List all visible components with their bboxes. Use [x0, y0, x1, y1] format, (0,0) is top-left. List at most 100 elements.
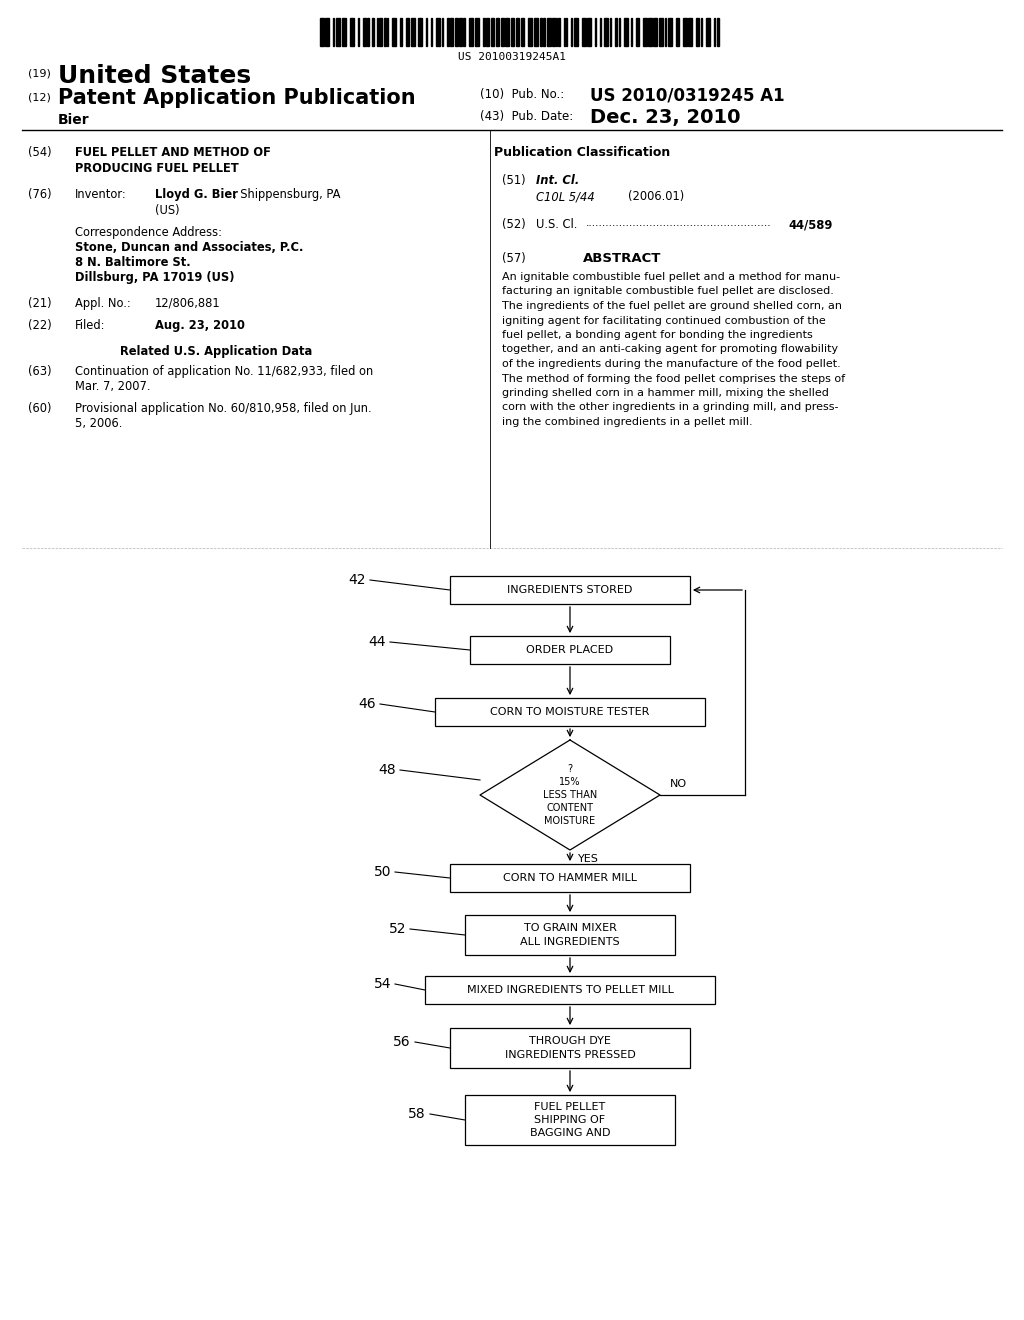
Bar [642, 18, 646, 46]
Bar [717, 18, 719, 46]
Text: (76): (76) [28, 187, 51, 201]
Text: 52: 52 [388, 921, 406, 936]
Bar [502, 18, 504, 46]
Bar [412, 18, 416, 46]
FancyBboxPatch shape [450, 865, 690, 892]
Text: (21): (21) [28, 297, 51, 310]
Bar [436, 18, 440, 46]
Text: (12): (12) [28, 92, 51, 102]
Bar [582, 18, 586, 46]
Bar [384, 18, 386, 46]
Text: LESS THAN: LESS THAN [543, 789, 597, 800]
Text: CONTENT: CONTENT [547, 803, 594, 813]
Text: Int. Cl.: Int. Cl. [536, 174, 580, 187]
Text: SHIPPING OF: SHIPPING OF [535, 1115, 605, 1125]
Text: INGREDIENTS PRESSED: INGREDIENTS PRESSED [505, 1051, 635, 1060]
Text: igniting agent for facilitating continued combustion of the: igniting agent for facilitating continue… [502, 315, 825, 326]
Bar [380, 18, 382, 46]
Text: THROUGH DYE: THROUGH DYE [529, 1036, 611, 1045]
Text: (60): (60) [28, 403, 51, 414]
Text: Appl. No.:: Appl. No.: [75, 297, 131, 310]
Bar [615, 18, 616, 46]
Bar [714, 18, 716, 46]
Bar [556, 18, 557, 46]
Bar [367, 18, 370, 46]
Text: Stone, Duncan and Associates, P.C.: Stone, Duncan and Associates, P.C. [75, 242, 303, 253]
Text: Dec. 23, 2010: Dec. 23, 2010 [590, 108, 740, 127]
Bar [451, 18, 453, 46]
Text: PRODUCING FUEL PELLET: PRODUCING FUEL PELLET [75, 162, 239, 176]
Text: 12/806,881: 12/806,881 [155, 297, 220, 310]
Bar [459, 18, 462, 46]
Text: US 2010/0319245 A1: US 2010/0319245 A1 [590, 86, 784, 104]
Text: Lloyd G. Bier: Lloyd G. Bier [155, 187, 238, 201]
Text: FUEL PELLET: FUEL PELLET [535, 1102, 605, 1113]
Text: ?: ? [567, 764, 572, 774]
Text: Continuation of application No. 11/682,933, filed on: Continuation of application No. 11/682,9… [75, 366, 374, 378]
Bar [505, 18, 509, 46]
FancyBboxPatch shape [425, 975, 715, 1005]
Bar [377, 18, 378, 46]
Text: The ingredients of the fuel pellet are ground shelled corn, an: The ingredients of the fuel pellet are g… [502, 301, 842, 312]
Bar [636, 18, 639, 46]
Bar [333, 18, 335, 46]
Text: NO: NO [670, 779, 687, 789]
FancyBboxPatch shape [465, 915, 675, 954]
Text: MOISTURE: MOISTURE [545, 816, 596, 826]
Bar [482, 18, 485, 46]
Text: (19): (19) [28, 69, 51, 78]
Text: United States: United States [58, 63, 251, 88]
Text: ing the combined ingredients in a pellet mill.: ing the combined ingredients in a pellet… [502, 417, 753, 426]
Bar [474, 18, 478, 46]
Bar [610, 18, 611, 46]
Bar [707, 18, 711, 46]
Text: BAGGING AND: BAGGING AND [529, 1127, 610, 1138]
Bar [512, 18, 514, 46]
Bar [544, 18, 545, 46]
Text: US 20100319245A1: US 20100319245A1 [458, 51, 566, 62]
Bar [392, 18, 396, 46]
Bar [659, 18, 664, 46]
Text: TO GRAIN MIXER: TO GRAIN MIXER [523, 923, 616, 933]
Bar [492, 18, 494, 46]
Bar [426, 18, 427, 46]
Polygon shape [480, 741, 660, 850]
Bar [653, 18, 657, 46]
Bar [563, 18, 565, 46]
Bar [625, 18, 629, 46]
Text: 58: 58 [409, 1107, 426, 1121]
FancyBboxPatch shape [450, 1028, 690, 1068]
Bar [573, 18, 578, 46]
Bar [418, 18, 422, 46]
Bar [463, 18, 465, 46]
Text: CORN TO MOISTURE TESTER: CORN TO MOISTURE TESTER [490, 708, 649, 717]
Text: 44: 44 [369, 635, 386, 649]
Text: The method of forming the food pellet comprises the steps of: The method of forming the food pellet co… [502, 374, 845, 384]
Bar [342, 18, 346, 46]
Text: facturing an ignitable combustible fuel pellet are disclosed.: facturing an ignitable combustible fuel … [502, 286, 834, 297]
Bar [364, 18, 366, 46]
Bar [528, 18, 532, 46]
Bar [631, 18, 632, 46]
Text: MIXED INGREDIENTS TO PELLET MILL: MIXED INGREDIENTS TO PELLET MILL [467, 985, 674, 995]
Text: ALL INGREDIENTS: ALL INGREDIENTS [520, 937, 620, 948]
Text: Patent Application Publication: Patent Application Publication [58, 88, 416, 108]
Bar [600, 18, 601, 46]
Text: Aug. 23, 2010: Aug. 23, 2010 [155, 319, 245, 333]
Bar [407, 18, 409, 46]
Text: , Shippensburg, PA: , Shippensburg, PA [233, 187, 341, 201]
Text: Mar. 7, 2007.: Mar. 7, 2007. [75, 380, 151, 393]
Bar [336, 18, 340, 46]
Text: 48: 48 [379, 763, 396, 777]
Text: (US): (US) [155, 205, 179, 216]
Bar [446, 18, 450, 46]
Text: Provisional application No. 60/810,958, filed on Jun.: Provisional application No. 60/810,958, … [75, 403, 372, 414]
Text: CORN TO HAMMER MILL: CORN TO HAMMER MILL [503, 873, 637, 883]
Bar [456, 18, 458, 46]
FancyBboxPatch shape [465, 1096, 675, 1144]
Text: (10)  Pub. No.:: (10) Pub. No.: [480, 88, 564, 102]
Text: 15%: 15% [559, 777, 581, 787]
Text: 46: 46 [358, 697, 376, 711]
Bar [319, 18, 324, 46]
Bar [497, 18, 499, 46]
